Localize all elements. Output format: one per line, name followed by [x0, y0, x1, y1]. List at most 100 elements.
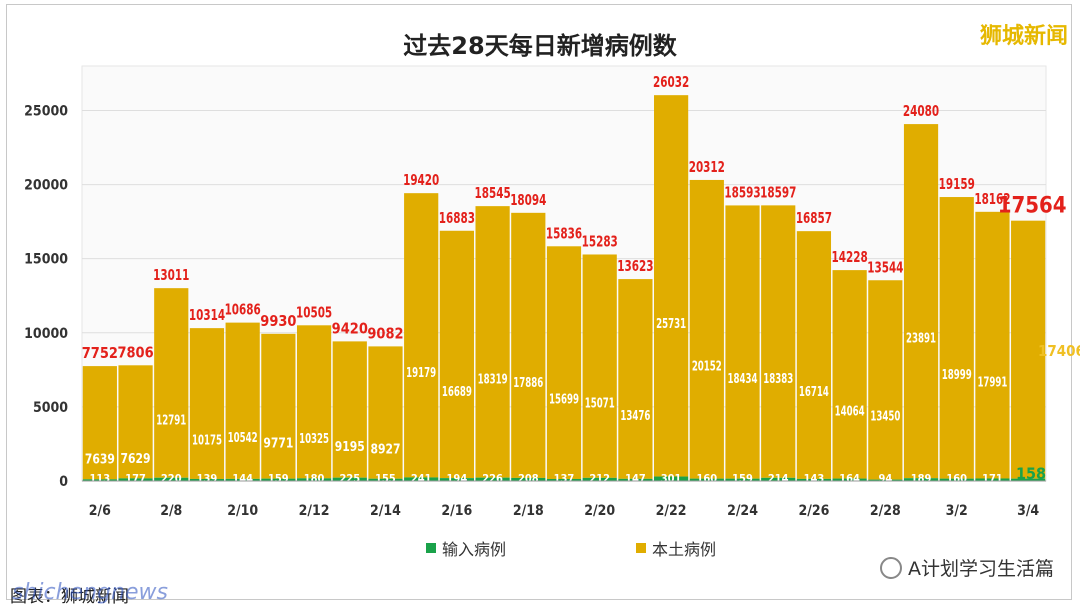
bar-imported	[1011, 478, 1046, 481]
bar-local	[118, 365, 153, 479]
x-tick-label: 2/26	[798, 503, 829, 519]
bar-imported	[261, 478, 296, 481]
bar-local	[796, 231, 832, 479]
bar-local	[404, 193, 439, 478]
local-value-label: 15699	[549, 393, 579, 408]
bar-local	[511, 212, 546, 478]
imported-value-label: 155	[375, 472, 396, 485]
bar-imported	[118, 478, 153, 481]
bar-imported	[618, 478, 653, 481]
imported-value-label: 160	[696, 472, 717, 485]
y-tick-label: 20000	[24, 178, 68, 194]
imported-value-label: 226	[482, 472, 503, 485]
bar-local	[475, 206, 510, 478]
bar-imported	[868, 479, 903, 481]
total-value-label: 15836	[546, 224, 582, 242]
local-value-label: 18383	[763, 372, 793, 387]
total-value-label: 13623	[617, 257, 653, 275]
imported-value-label: 147	[625, 472, 646, 485]
imported-value-label: 208	[518, 472, 539, 485]
bar-local	[761, 205, 796, 478]
bar-local	[903, 124, 939, 479]
local-value-label: 17886	[513, 376, 543, 391]
y-tick-label: 15000	[24, 252, 68, 268]
imported-value-label: 113	[90, 472, 111, 485]
legend-swatch-local	[636, 543, 646, 553]
bar-imported	[296, 478, 332, 481]
total-value-label: 13544	[867, 258, 903, 276]
imported-value-label: 159	[268, 472, 289, 485]
local-value-label: 23891	[906, 332, 936, 347]
y-tick-label: 25000	[24, 103, 68, 119]
local-value-label: 12791	[156, 414, 186, 429]
source-caption: 图表：狮城新闻	[10, 587, 129, 607]
local-value-label: 18434	[728, 372, 758, 387]
bar-local	[689, 179, 724, 479]
imported-value-label: 159	[732, 472, 753, 485]
bar-imported	[546, 478, 582, 481]
bar-imported	[582, 477, 617, 481]
total-value-label: 15283	[582, 232, 618, 250]
bar-local	[154, 288, 189, 478]
bar-imported	[404, 477, 439, 481]
imported-value-label: 225	[339, 472, 360, 485]
total-value-label: 9420	[332, 319, 368, 337]
bar-imported	[154, 477, 189, 481]
bar-local	[296, 325, 332, 479]
imported-value-label: 189	[911, 472, 932, 485]
imported-value-label: 241	[411, 472, 432, 485]
total-value-label: 10505	[296, 303, 332, 321]
local-value-label: 10542	[228, 431, 258, 446]
x-tick-label: 2/16	[441, 503, 472, 519]
x-tick-label: 2/12	[299, 503, 330, 519]
bar-local	[332, 341, 367, 478]
bar-imported	[725, 478, 760, 481]
x-tick-label: 3/2	[946, 503, 968, 519]
bar-imported	[82, 479, 117, 481]
total-value-label: 10314	[189, 306, 225, 324]
local-value-label: 20152	[692, 359, 722, 374]
total-value-label: 7752	[82, 344, 118, 362]
local-value-label: 16689	[442, 385, 472, 400]
imported-value-label: 139	[197, 472, 218, 485]
local-value-label: 10175	[192, 434, 222, 449]
brand-logo: 狮城新闻	[979, 24, 1068, 49]
legend: 输入病例 本土病例	[0, 536, 1080, 560]
local-value-label: 13476	[620, 409, 650, 424]
bar-imported	[332, 477, 367, 481]
bar-imported	[475, 477, 510, 481]
bar-local	[368, 346, 403, 479]
legend-swatch-imported	[426, 543, 436, 553]
imported-value-label: 301	[661, 472, 682, 485]
bar-imported	[903, 478, 939, 481]
y-tick-label: 10000	[24, 326, 68, 342]
bar-imported	[654, 476, 689, 481]
bar-imported	[832, 478, 867, 481]
total-value-label: 18597	[760, 183, 796, 201]
bar-local	[975, 211, 1010, 479]
local-value-label: 9195	[335, 440, 365, 455]
total-value-label: 10686	[225, 301, 261, 319]
bar-imported	[761, 477, 796, 481]
social-watermark-label: A计划学习生活篇	[908, 558, 1054, 580]
watermark-text: shichengnews	[12, 580, 168, 605]
bar-local	[654, 95, 689, 477]
x-tick-label: 2/22	[656, 503, 687, 519]
legend-item-imported: 输入病例	[426, 536, 506, 560]
x-tick-label: 2/6	[89, 503, 111, 519]
local-value-label: 18999	[942, 368, 972, 383]
bar-local	[618, 279, 653, 479]
imported-value-label: 180	[304, 472, 325, 485]
local-value-label: 17991	[977, 375, 1007, 390]
local-value-label: 19179	[406, 366, 436, 381]
total-value-label: 9930	[260, 312, 296, 330]
local-value-label: 10325	[299, 432, 329, 447]
total-value-label: 18593	[724, 183, 760, 201]
imported-value-label: 164	[839, 472, 860, 485]
imported-value-label: 220	[161, 472, 182, 485]
local-value-label: 8927	[370, 443, 400, 458]
bar-local	[439, 230, 474, 479]
bar-imported	[225, 478, 260, 481]
wechat-icon	[880, 556, 902, 579]
